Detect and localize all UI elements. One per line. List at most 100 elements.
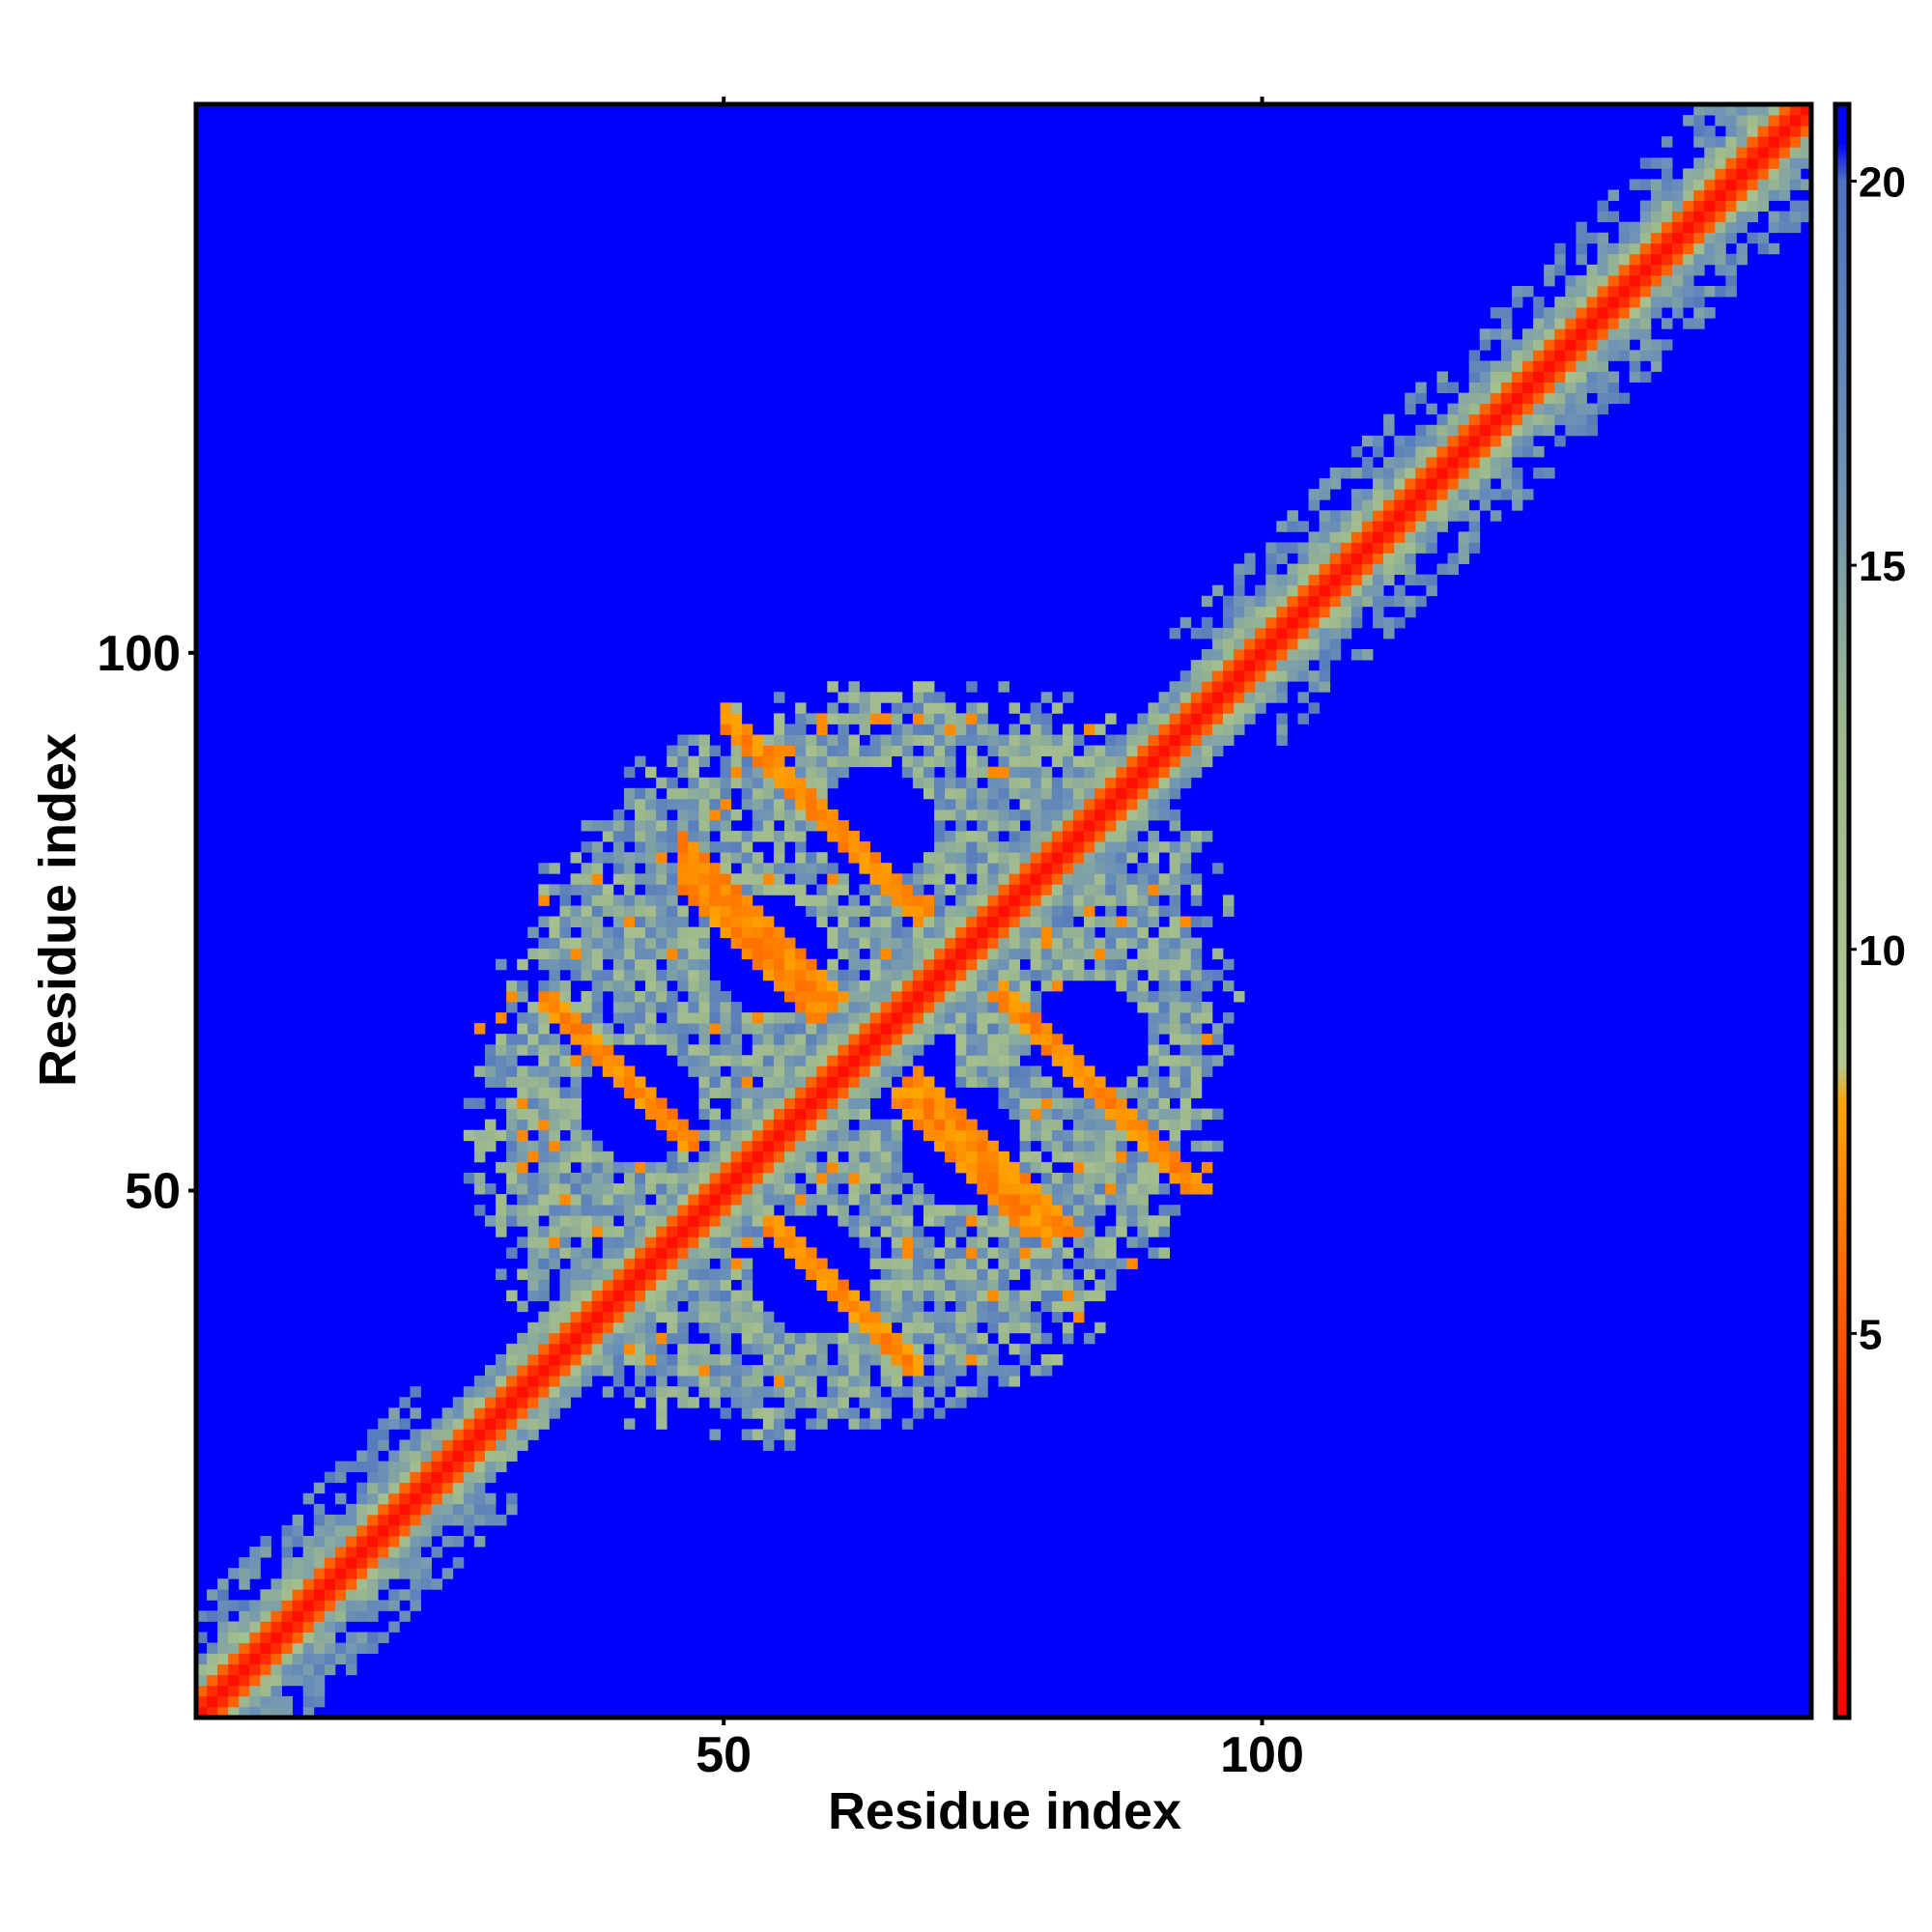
heatmap-cell <box>720 713 732 724</box>
heatmap-cell <box>1051 1055 1064 1066</box>
heatmap-cell <box>399 1461 411 1473</box>
heatmap-cell <box>602 1353 614 1366</box>
heatmap-cell <box>1778 115 1791 127</box>
heatmap-cell <box>1094 1290 1106 1302</box>
heatmap-cell <box>955 734 967 746</box>
heatmap-cell <box>1234 606 1245 618</box>
heatmap-cell <box>1618 221 1631 234</box>
heatmap-cell <box>570 873 582 885</box>
heatmap-cell <box>934 777 946 789</box>
heatmap-cell <box>966 841 978 853</box>
heatmap-cell <box>1072 1236 1085 1248</box>
heatmap-cell <box>1201 660 1213 671</box>
heatmap-cell <box>656 1311 668 1323</box>
heatmap-cell <box>795 787 807 800</box>
heatmap-cell <box>1565 371 1577 383</box>
heatmap-cell <box>1094 1087 1106 1098</box>
heatmap-cell <box>1683 286 1694 298</box>
heatmap-cell <box>452 1439 465 1451</box>
heatmap-cell <box>249 1642 261 1655</box>
heatmap-cell <box>912 777 924 789</box>
heatmap-cell <box>1105 809 1117 821</box>
heatmap-cell <box>324 1535 336 1548</box>
heatmap-cell <box>720 1129 732 1142</box>
heatmap-cell <box>1116 766 1127 779</box>
heatmap-cell <box>634 1002 646 1013</box>
heatmap-cell <box>1276 692 1288 703</box>
heatmap-cell <box>1672 232 1684 244</box>
heatmap-cell <box>923 1194 935 1206</box>
heatmap-cell <box>859 1119 870 1131</box>
heatmap-cell <box>1148 831 1159 842</box>
heatmap-cell <box>473 1439 486 1451</box>
heatmap-cell <box>527 1376 539 1387</box>
heatmap-cell <box>859 1023 870 1035</box>
heatmap-cell <box>848 1215 860 1227</box>
heatmap-cell <box>1586 318 1598 329</box>
heatmap-cell <box>645 1183 657 1195</box>
heatmap-cell <box>496 1353 507 1366</box>
heatmap-cell <box>827 1161 838 1174</box>
heatmap-cell <box>698 990 710 1003</box>
heatmap-cell <box>1179 1119 1192 1131</box>
heatmap-cell <box>506 1140 518 1152</box>
heatmap-cell <box>945 702 956 714</box>
heatmap-cell <box>634 1290 646 1302</box>
heatmap-cell <box>1522 371 1534 383</box>
heatmap-cell <box>795 1332 807 1345</box>
heatmap-cell <box>816 1418 828 1430</box>
heatmap-cell <box>1693 168 1705 180</box>
heatmap-cell <box>827 1012 838 1024</box>
heatmap-cell <box>859 1065 870 1077</box>
heatmap-cell <box>581 1172 593 1184</box>
heatmap-cell <box>538 1097 550 1109</box>
heatmap-cell <box>1800 200 1812 212</box>
heatmap-cell <box>249 1600 261 1611</box>
heatmap-cell <box>538 1268 550 1280</box>
heatmap-cell <box>912 926 924 939</box>
heatmap-cell <box>1778 136 1791 148</box>
heatmap-cell <box>945 841 956 853</box>
heatmap-cell <box>1116 1087 1127 1098</box>
heatmap-cell <box>667 819 678 832</box>
heatmap-cell <box>784 1376 796 1387</box>
heatmap-cell <box>517 1300 528 1313</box>
heatmap-cell <box>1405 468 1416 479</box>
heatmap-cell <box>1447 468 1459 479</box>
heatmap-cell <box>1234 638 1245 650</box>
heatmap-cell <box>880 1332 893 1345</box>
heatmap-cell <box>1586 403 1598 415</box>
heatmap-cell <box>1084 724 1095 735</box>
heatmap-cell <box>1072 884 1085 895</box>
heatmap-cell <box>1116 819 1127 832</box>
heatmap-cell <box>1715 189 1726 201</box>
heatmap-cell <box>1137 980 1149 992</box>
heatmap-cell <box>677 1194 689 1206</box>
heatmap-cell <box>549 1353 560 1366</box>
heatmap-cell <box>581 1215 593 1227</box>
heatmap-cell <box>1105 916 1117 927</box>
heatmap-cell <box>1276 595 1288 608</box>
heatmap-cell <box>677 1161 689 1174</box>
heatmap-cell <box>709 895 721 906</box>
heatmap-cell <box>1373 531 1384 543</box>
heatmap-cell <box>741 1407 753 1419</box>
heatmap-cell <box>1084 1247 1095 1259</box>
heatmap-cell <box>623 1023 636 1035</box>
heatmap-cell <box>517 1397 528 1408</box>
heatmap-cell <box>848 1002 860 1013</box>
heatmap-cell <box>559 1215 571 1227</box>
heatmap-cell <box>901 1279 914 1292</box>
heatmap-cell <box>1725 168 1737 180</box>
heatmap-cell <box>517 1343 528 1355</box>
heatmap-cell <box>1222 734 1235 746</box>
heatmap-cell <box>249 1695 261 1708</box>
heatmap-cell <box>773 1376 785 1387</box>
heatmap-cell <box>549 990 560 1003</box>
heatmap-cell <box>1329 542 1342 554</box>
heatmap-cell <box>891 1002 903 1013</box>
heatmap-cell <box>1126 895 1138 906</box>
heatmap-cell <box>1394 521 1406 532</box>
heatmap-cell <box>1084 841 1095 853</box>
heatmap-cell <box>452 1514 465 1526</box>
